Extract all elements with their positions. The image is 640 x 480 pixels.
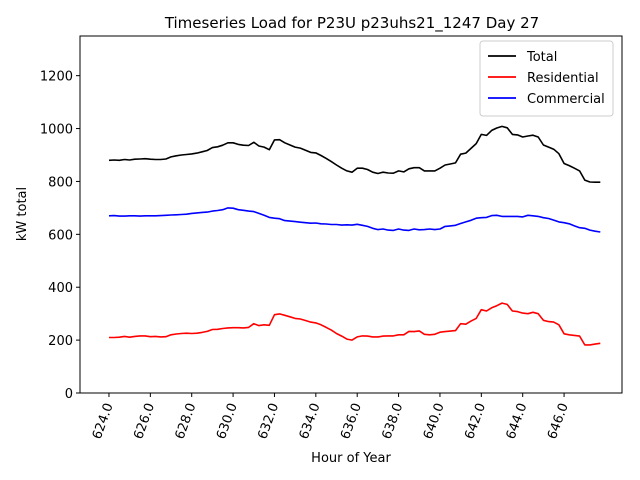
x-axis-title: Hour of Year — [311, 451, 391, 466]
x-tick-label: 638.0 — [380, 401, 407, 441]
x-tick-label: 626.0 — [131, 401, 158, 441]
x-tick-label: 640.0 — [421, 401, 448, 441]
y-axis-title: kW total — [15, 187, 30, 241]
series-line-residential — [109, 302, 601, 346]
y-tick-label: 0 — [65, 387, 73, 402]
x-tick-label: 642.0 — [462, 401, 489, 441]
plot-frame — [79, 35, 623, 394]
series-line-commercial — [108, 207, 601, 233]
x-tick-label: 636.0 — [338, 401, 365, 441]
y-tick-label: 1000 — [40, 123, 73, 138]
y-tick-label: 200 — [48, 334, 73, 349]
y-tick-label: 400 — [48, 281, 73, 296]
x-tick-label: 634.0 — [297, 401, 324, 441]
x-tick-label: 644.0 — [504, 401, 531, 441]
legend-label-residential: Residential — [527, 71, 599, 86]
legend-label-commercial: Commercial — [527, 92, 605, 107]
series-line-total — [108, 125, 601, 183]
y-tick-label: 1200 — [40, 70, 73, 85]
y-tick-label: 600 — [48, 228, 73, 243]
y-tick-label: 800 — [48, 175, 73, 190]
x-tick-label: 624.0 — [90, 401, 117, 441]
x-tick-label: 628.0 — [173, 401, 200, 441]
x-tick-label: 646.0 — [545, 401, 572, 441]
x-tick-label: 630.0 — [214, 401, 241, 441]
x-tick-label: 632.0 — [255, 401, 282, 441]
legend: Total Residential Commercial — [479, 40, 614, 117]
legend-label-total: Total — [526, 50, 557, 65]
chart-title: Timeseries Load for P23U p23uhs21_1247 D… — [164, 14, 539, 33]
